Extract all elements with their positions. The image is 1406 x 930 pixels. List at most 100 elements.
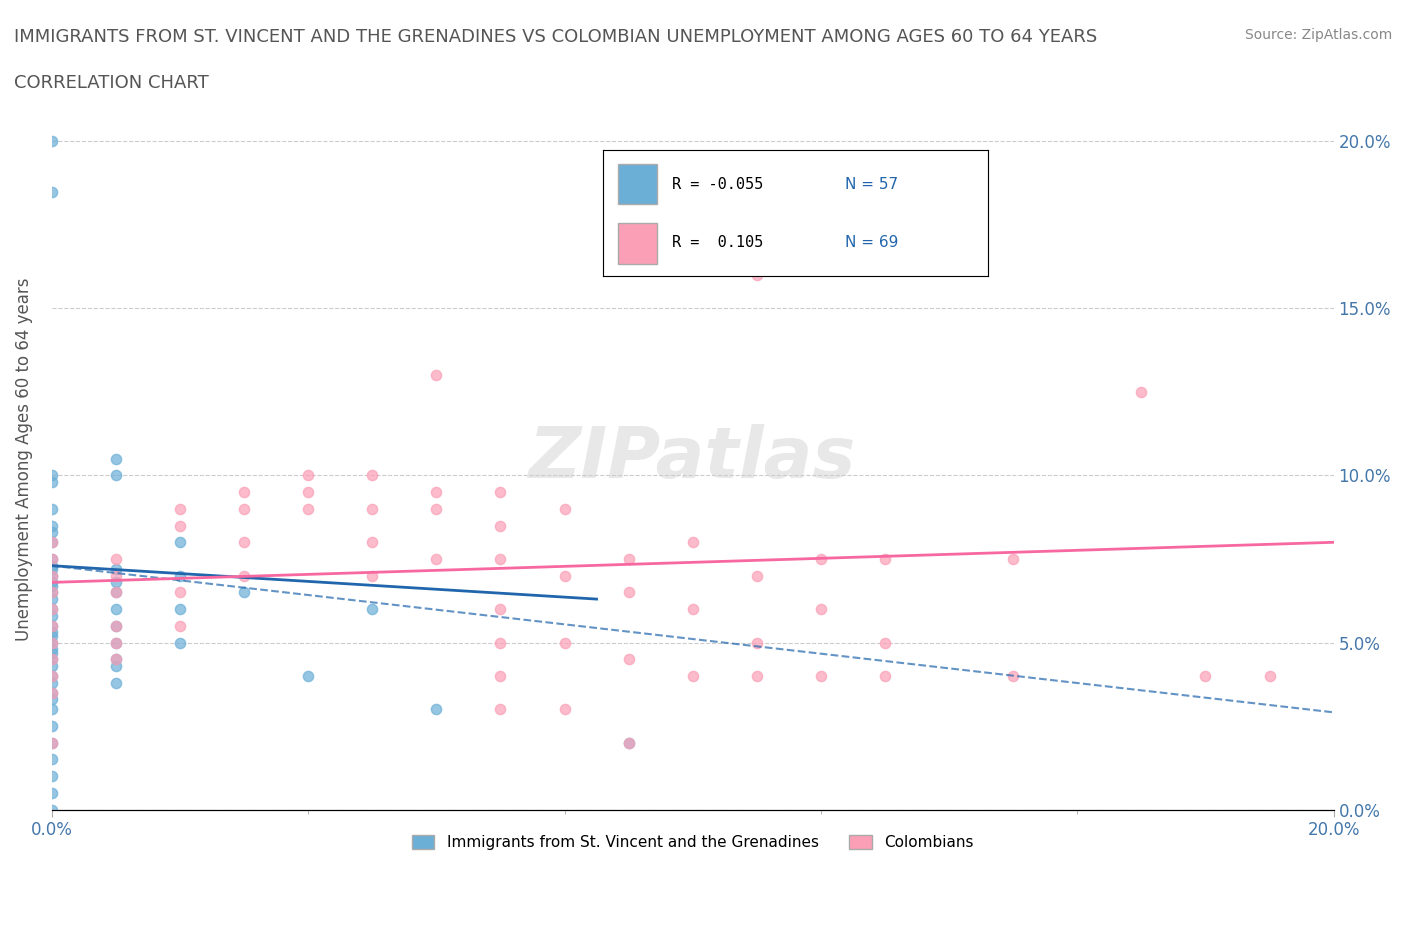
Point — [617, 585, 640, 600]
Point — [425, 702, 447, 717]
Point — [41, 585, 63, 600]
Point — [169, 568, 191, 583]
Point — [41, 602, 63, 617]
Point — [361, 501, 384, 516]
Point — [297, 485, 319, 499]
Point — [41, 618, 63, 633]
Point — [810, 602, 832, 617]
Point — [41, 736, 63, 751]
Point — [41, 525, 63, 539]
Point — [553, 501, 575, 516]
Point — [104, 568, 127, 583]
Point — [41, 518, 63, 533]
Point — [682, 602, 704, 617]
Point — [41, 585, 63, 600]
Point — [41, 652, 63, 667]
Point — [41, 578, 63, 593]
Point — [873, 669, 896, 684]
Point — [425, 551, 447, 566]
Point — [41, 685, 63, 700]
Point — [41, 786, 63, 801]
Point — [617, 551, 640, 566]
Point — [41, 658, 63, 673]
Point — [41, 551, 63, 566]
Point — [553, 568, 575, 583]
Point — [41, 769, 63, 784]
Point — [41, 625, 63, 640]
Point — [41, 629, 63, 644]
Point — [745, 568, 768, 583]
Point — [41, 568, 63, 583]
Point — [41, 635, 63, 650]
Point — [361, 602, 384, 617]
Point — [104, 468, 127, 483]
Point — [617, 736, 640, 751]
Point — [41, 535, 63, 550]
Point — [41, 669, 63, 684]
Point — [169, 585, 191, 600]
Point — [233, 535, 256, 550]
Point — [41, 474, 63, 489]
Point — [104, 635, 127, 650]
Point — [745, 268, 768, 283]
Point — [233, 485, 256, 499]
Y-axis label: Unemployment Among Ages 60 to 64 years: Unemployment Among Ages 60 to 64 years — [15, 277, 32, 641]
Point — [104, 675, 127, 690]
Point — [233, 568, 256, 583]
Point — [104, 602, 127, 617]
Point — [41, 736, 63, 751]
Point — [489, 602, 512, 617]
Point — [104, 451, 127, 466]
Point — [104, 551, 127, 566]
Point — [489, 551, 512, 566]
Text: ZIPatlas: ZIPatlas — [529, 424, 856, 493]
Point — [41, 602, 63, 617]
Point — [489, 702, 512, 717]
Point — [41, 675, 63, 690]
Point — [41, 535, 63, 550]
Point — [489, 518, 512, 533]
Point — [1002, 669, 1025, 684]
Point — [361, 468, 384, 483]
Text: CORRELATION CHART: CORRELATION CHART — [14, 74, 209, 92]
Point — [41, 551, 63, 566]
Point — [41, 468, 63, 483]
Point — [41, 645, 63, 660]
Point — [361, 535, 384, 550]
Point — [41, 591, 63, 606]
Point — [169, 518, 191, 533]
Point — [104, 652, 127, 667]
Point — [1002, 551, 1025, 566]
Point — [104, 585, 127, 600]
Point — [41, 692, 63, 707]
Point — [104, 652, 127, 667]
Point — [41, 562, 63, 577]
Point — [41, 134, 63, 149]
Point — [104, 585, 127, 600]
Point — [41, 802, 63, 817]
Point — [297, 468, 319, 483]
Point — [104, 618, 127, 633]
Point — [617, 652, 640, 667]
Point — [810, 551, 832, 566]
Point — [104, 575, 127, 590]
Point — [617, 736, 640, 751]
Point — [425, 501, 447, 516]
Point — [745, 669, 768, 684]
Point — [104, 658, 127, 673]
Point — [553, 702, 575, 717]
Point — [297, 669, 319, 684]
Point — [489, 635, 512, 650]
Point — [553, 635, 575, 650]
Point — [425, 485, 447, 499]
Point — [361, 568, 384, 583]
Point — [233, 501, 256, 516]
Point — [169, 618, 191, 633]
Point — [810, 669, 832, 684]
Point — [41, 669, 63, 684]
Point — [1258, 669, 1281, 684]
Point — [489, 485, 512, 499]
Point — [745, 635, 768, 650]
Point — [682, 535, 704, 550]
Point — [682, 669, 704, 684]
